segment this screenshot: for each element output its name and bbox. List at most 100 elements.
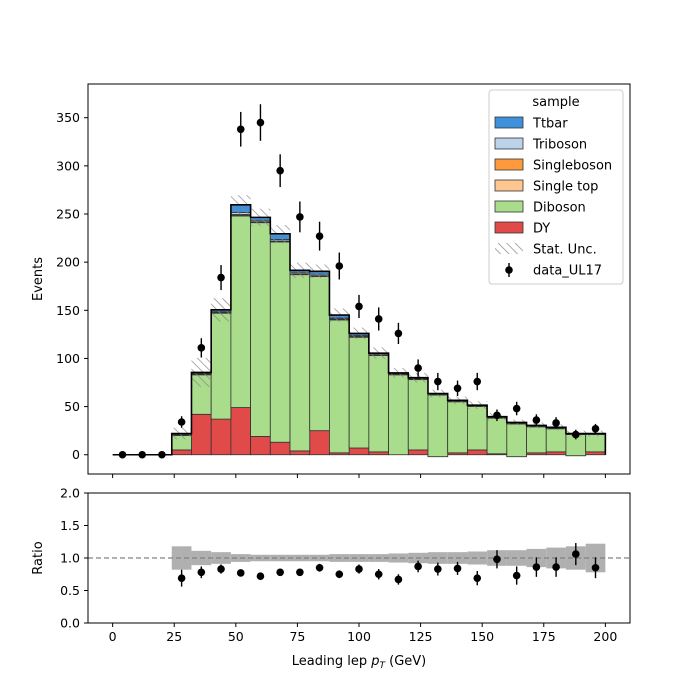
bar-dy-22 — [545, 451, 567, 456]
bar-diboson-16 — [427, 394, 449, 458]
legend-swatch — [494, 179, 524, 192]
ratio-point — [197, 568, 206, 577]
bar-diboson-14 — [388, 374, 409, 456]
bar-dy-6 — [230, 407, 252, 456]
bar-dy-12 — [348, 447, 370, 456]
ratio-point — [256, 572, 265, 580]
y-tick-label: 250 — [56, 207, 80, 222]
x-tick-label: 50 — [228, 629, 244, 644]
main-y-label: Events — [31, 257, 46, 301]
y-tick-label: 150 — [56, 303, 80, 318]
legend-item-singleboson: Singleboson — [494, 158, 612, 174]
legend-swatch — [494, 116, 524, 129]
data-point — [217, 273, 225, 282]
x-tick-label: 25 — [166, 629, 182, 644]
ratio-point — [572, 550, 580, 558]
ratio-point — [177, 574, 186, 582]
bar-diboson-15 — [407, 379, 429, 451]
legend-swatch — [494, 158, 524, 171]
legend-item-ttbar: Ttbar — [494, 116, 568, 132]
legend-label: Singleboson — [533, 159, 612, 174]
legend-item-triboson: Triboson — [494, 137, 587, 153]
data-points — [118, 104, 600, 459]
bar-dy-15 — [407, 449, 429, 456]
y-tick-label: 350 — [56, 110, 80, 125]
bar-dy-10 — [309, 430, 330, 456]
bar-dy-3 — [171, 449, 192, 456]
data-point — [256, 118, 265, 127]
data-point — [296, 213, 304, 221]
main-panel: 0 50 100 150 200 250 300 350 Events sample Ttba… — [31, 83, 631, 478]
bar-diboson-22 — [545, 428, 567, 453]
data-point — [434, 377, 442, 386]
bar-diboson-13 — [368, 355, 389, 453]
ratio-point — [296, 568, 304, 577]
bar-dy-4 — [191, 413, 212, 456]
ratio-point — [453, 564, 462, 573]
bar-diboson-7 — [250, 222, 271, 437]
bar-diboson-6 — [230, 215, 252, 408]
total-outline — [112, 204, 607, 456]
ratio-points — [177, 543, 600, 587]
ratio-y-tick-label: 1.5 — [60, 518, 80, 533]
bar-dy-24 — [585, 451, 606, 456]
x-tick-label: 100 — [347, 629, 371, 644]
ratio-point — [473, 574, 482, 582]
bar-diboson-8 — [269, 241, 291, 443]
main-x-axis — [112, 474, 606, 478]
data-point — [394, 329, 403, 338]
bar-diboson-24 — [585, 434, 606, 453]
data-point — [118, 450, 127, 459]
data-point — [572, 430, 580, 439]
bar-dy-18 — [466, 449, 488, 456]
ratio-y-tick-label: 1.0 — [60, 551, 80, 566]
series-dy — [171, 407, 606, 458]
x-tick-label: 175 — [532, 629, 556, 644]
bar-diboson-10 — [309, 276, 330, 432]
ratio-point — [374, 570, 383, 579]
data-point — [236, 125, 245, 134]
ratio-panel: 0.0 0.5 1.0 1.5 2.0 0 25 50 75 100 125 150 175 200 R… — [31, 486, 631, 671]
data-point — [335, 262, 344, 270]
ratio-unc-box — [467, 551, 488, 565]
ratio-unc-box — [427, 552, 448, 564]
data-point — [355, 302, 363, 311]
ratio-point — [512, 571, 521, 580]
legend-item-single-top: Single top — [494, 179, 598, 195]
ratio-point — [532, 563, 541, 571]
x-axis-title: Leading lep pT (GeV) — [292, 654, 426, 671]
legend-swatch — [494, 221, 524, 234]
ratio-point — [315, 563, 324, 572]
data-point — [473, 377, 482, 386]
legend-label: Stat. Unc. — [533, 243, 597, 258]
ratio-unc-box — [309, 554, 330, 562]
ratio-unc-box — [171, 546, 192, 570]
bar-diboson-21 — [526, 426, 547, 454]
legend-swatch — [505, 266, 513, 274]
legend-label: DY — [533, 222, 550, 237]
y-tick-label: 100 — [56, 351, 80, 366]
ratio-point — [591, 563, 600, 572]
data-point — [453, 384, 462, 393]
y-tick-label: 0 — [72, 447, 80, 462]
bar-diboson-19 — [486, 417, 508, 455]
ratio-unc-box — [388, 553, 409, 563]
y-tick-label: 300 — [56, 158, 80, 173]
data-point — [197, 344, 206, 352]
ratio-y-tick-label: 0.0 — [60, 616, 80, 631]
bar-dy-8 — [269, 441, 291, 456]
bar-diboson-18 — [466, 406, 488, 451]
ratio-point — [493, 555, 501, 564]
ratio-point — [355, 565, 363, 573]
data-point — [591, 424, 600, 433]
ratio-point — [276, 568, 284, 577]
legend-item-dy: DY — [494, 221, 550, 237]
x-tick-label: 75 — [289, 629, 305, 644]
x-tick-label: 125 — [409, 629, 433, 644]
bar-dy-7 — [250, 436, 271, 456]
ratio-point — [217, 565, 225, 573]
x-tick-label: 200 — [593, 629, 617, 644]
legend-swatch — [494, 137, 524, 150]
ratio-point — [236, 569, 245, 577]
